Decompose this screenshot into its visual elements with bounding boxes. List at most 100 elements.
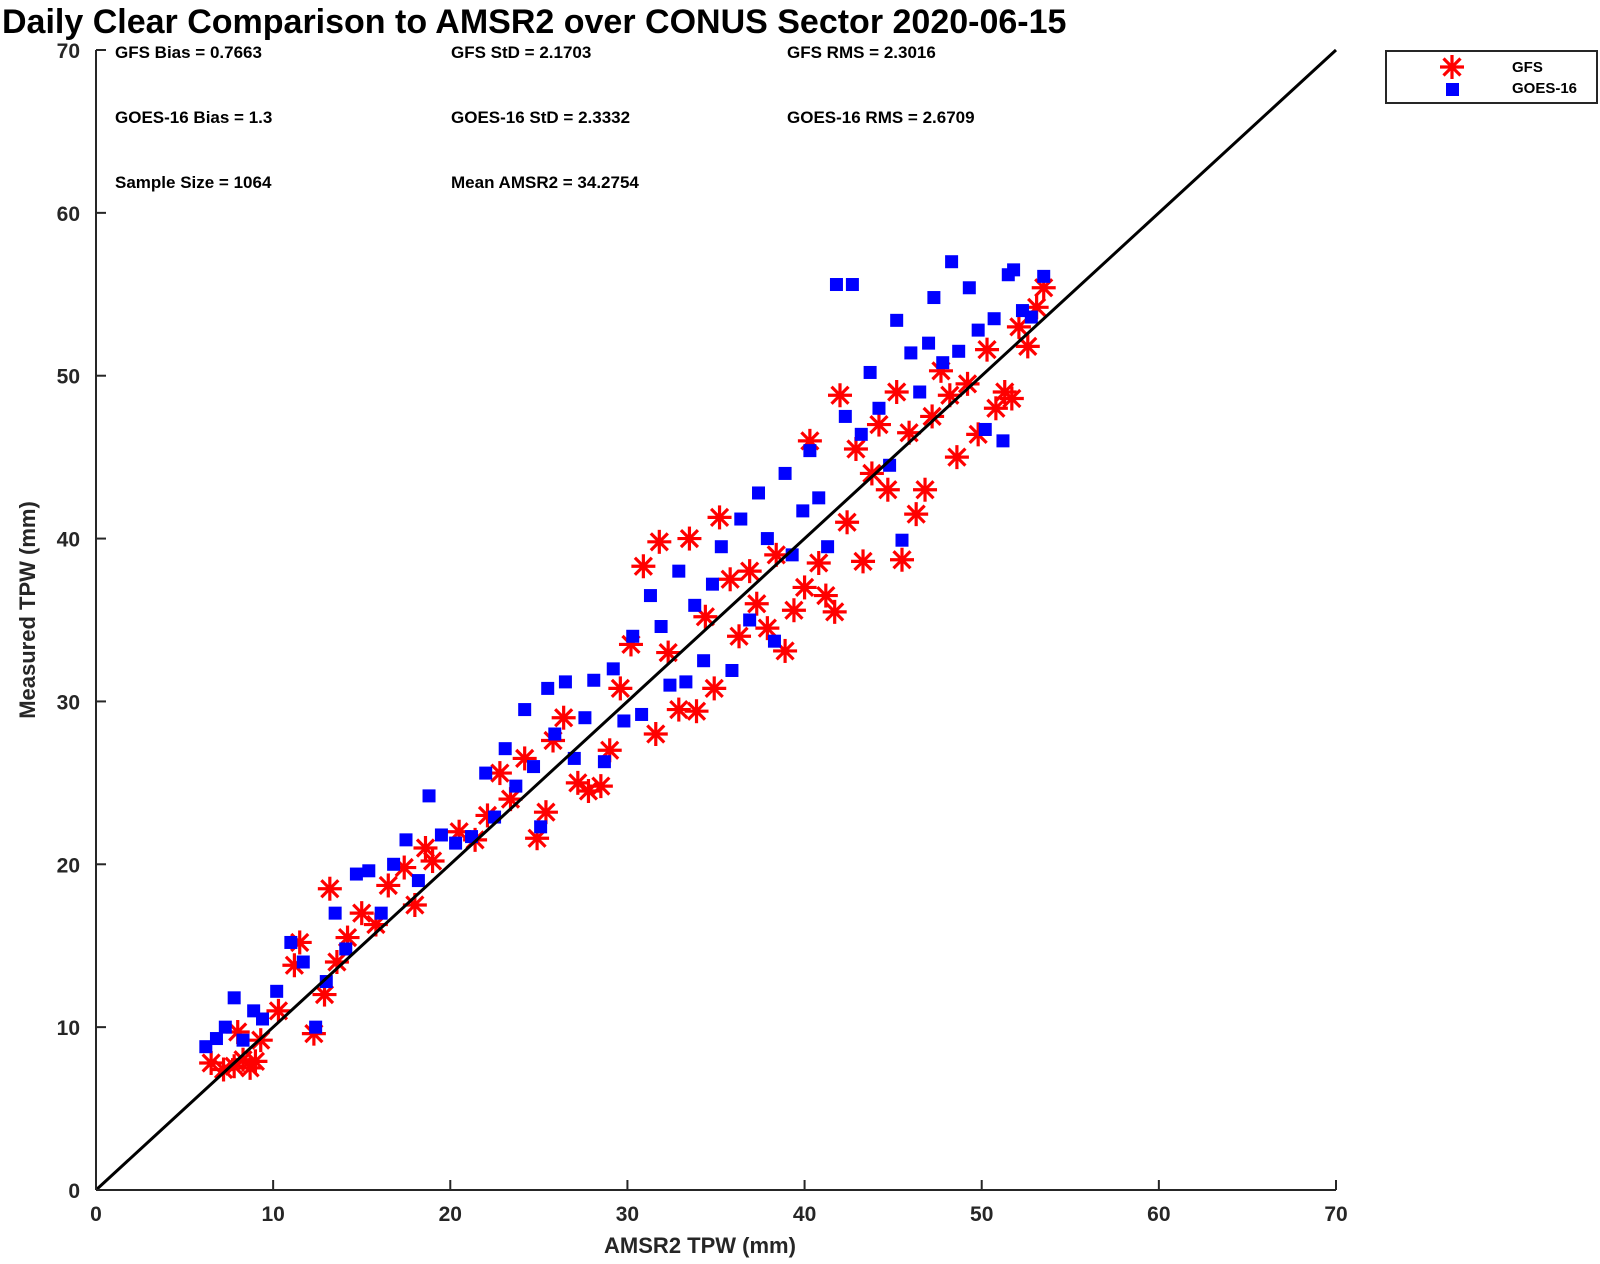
goes-16-point — [752, 486, 766, 500]
gfs-point — [890, 547, 914, 572]
y-tick-label: 10 — [57, 1017, 80, 1040]
series-goes-16 — [199, 255, 1051, 1054]
x-tick-label: 60 — [1147, 1203, 1170, 1226]
goes-16-point — [927, 291, 941, 305]
gfs-point — [684, 699, 709, 724]
gfs-point — [781, 598, 806, 623]
mean-amsr2-label: Mean AMSR2 = 34.2754 — [451, 173, 639, 192]
y-tick-label: 60 — [57, 203, 80, 226]
gfs-point — [955, 371, 980, 396]
goes-16-point — [284, 935, 298, 949]
goes-16-point — [199, 1040, 213, 1054]
goes-16-point — [399, 833, 413, 847]
goes-16-point — [256, 1012, 270, 1026]
goes-16-point — [1037, 269, 1051, 283]
gfs-point — [737, 559, 762, 584]
goes-16-point — [654, 620, 668, 634]
gfs-point — [727, 624, 752, 649]
gfs-point — [718, 567, 743, 592]
gfs-point — [588, 774, 613, 799]
y-tick-label: 20 — [57, 854, 80, 877]
goes-16-point — [434, 828, 448, 842]
gfs-point — [243, 1049, 268, 1074]
goes-16-point — [812, 491, 826, 505]
x-axis-label: AMSR2 TPW (mm) — [604, 1233, 796, 1258]
gfs-point — [643, 722, 668, 746]
goes-bias-label: GOES-16 Bias = 1.3 — [115, 108, 272, 127]
gfs-point — [983, 396, 1008, 421]
goes-16-point — [679, 675, 693, 689]
gfs-std-label: GFS StD = 2.1703 — [451, 43, 591, 62]
plot-markers — [199, 255, 1056, 1082]
y-axis-label: Measured TPW (mm) — [15, 501, 40, 719]
goes-16-point — [597, 755, 611, 769]
y-ticks: 0 10 20 30 40 50 60 70 — [57, 40, 106, 1203]
goes-16-point — [890, 313, 904, 327]
goes-16-point — [617, 714, 631, 728]
goes-16-point — [987, 312, 1001, 326]
gfs-point — [541, 728, 566, 753]
goes-16-point — [498, 742, 512, 756]
goes-16-point — [328, 906, 342, 920]
goes-16-point — [688, 598, 702, 612]
goes-16-point — [296, 955, 310, 969]
goes-16-point — [663, 678, 677, 692]
goes-16-point — [952, 344, 966, 358]
gfs-point — [312, 982, 337, 1007]
goes-16-point — [838, 409, 852, 423]
gfs-point — [317, 876, 342, 901]
gfs-point — [999, 386, 1024, 411]
goes-16-point — [734, 512, 748, 526]
y-tick-label: 30 — [57, 691, 80, 714]
gfs-point — [608, 676, 633, 701]
legend-gfs-star — [1440, 55, 1464, 79]
gfs-point — [533, 800, 558, 825]
gfs-point — [806, 551, 831, 575]
goes-16-point — [705, 577, 719, 591]
goes-16-point — [518, 703, 532, 717]
goes-16-point — [319, 975, 333, 989]
goes-16-point — [845, 278, 859, 292]
goes-16-point — [270, 984, 284, 998]
gfs-point — [851, 549, 876, 574]
goes-16-point — [339, 942, 353, 956]
gfs-point — [822, 599, 847, 624]
goes-16-point — [796, 504, 810, 518]
goes-rms-label: GOES-16 RMS = 2.6709 — [787, 108, 975, 127]
gfs-point — [1015, 334, 1040, 359]
goes-16-point — [227, 991, 241, 1005]
gfs-point — [707, 505, 732, 530]
gfs-point — [813, 583, 838, 608]
legend-gfs-marker — [1440, 55, 1464, 79]
goes-16-point — [863, 365, 877, 379]
goes-16-point — [449, 836, 463, 850]
gfs-rms-label: GFS RMS = 2.3016 — [787, 43, 936, 62]
legend-goes-marker — [1446, 83, 1459, 96]
gfs-point — [835, 510, 860, 535]
series-gfs — [199, 275, 1056, 1082]
goes-16-point — [422, 789, 436, 803]
legend-gfs-label: GFS — [1512, 59, 1543, 76]
goes-16-point — [541, 681, 555, 695]
gfs-point — [475, 803, 500, 828]
gfs-point — [884, 380, 909, 404]
goes-16-point — [996, 434, 1010, 448]
x-tick-label: 50 — [970, 1203, 993, 1226]
goes-16-point — [479, 766, 493, 780]
goes-16-point — [587, 673, 601, 687]
goes-16-point — [872, 401, 886, 415]
gfs-point — [266, 998, 291, 1023]
gfs-point — [744, 591, 769, 616]
goes-16-point — [548, 727, 562, 741]
gfs-point — [349, 901, 374, 926]
goes-16-point — [913, 385, 927, 399]
gfs-point — [656, 640, 681, 665]
goes-16-point — [803, 444, 817, 458]
x-tick-label: 0 — [90, 1203, 102, 1226]
goes-16-point — [527, 760, 541, 774]
goes-16-point — [778, 466, 792, 480]
goes-16-point — [509, 779, 523, 793]
gfs-point — [904, 502, 929, 527]
x-ticks: 0 10 20 30 40 50 60 70 — [90, 1180, 1348, 1226]
goes-16-point — [362, 864, 376, 878]
